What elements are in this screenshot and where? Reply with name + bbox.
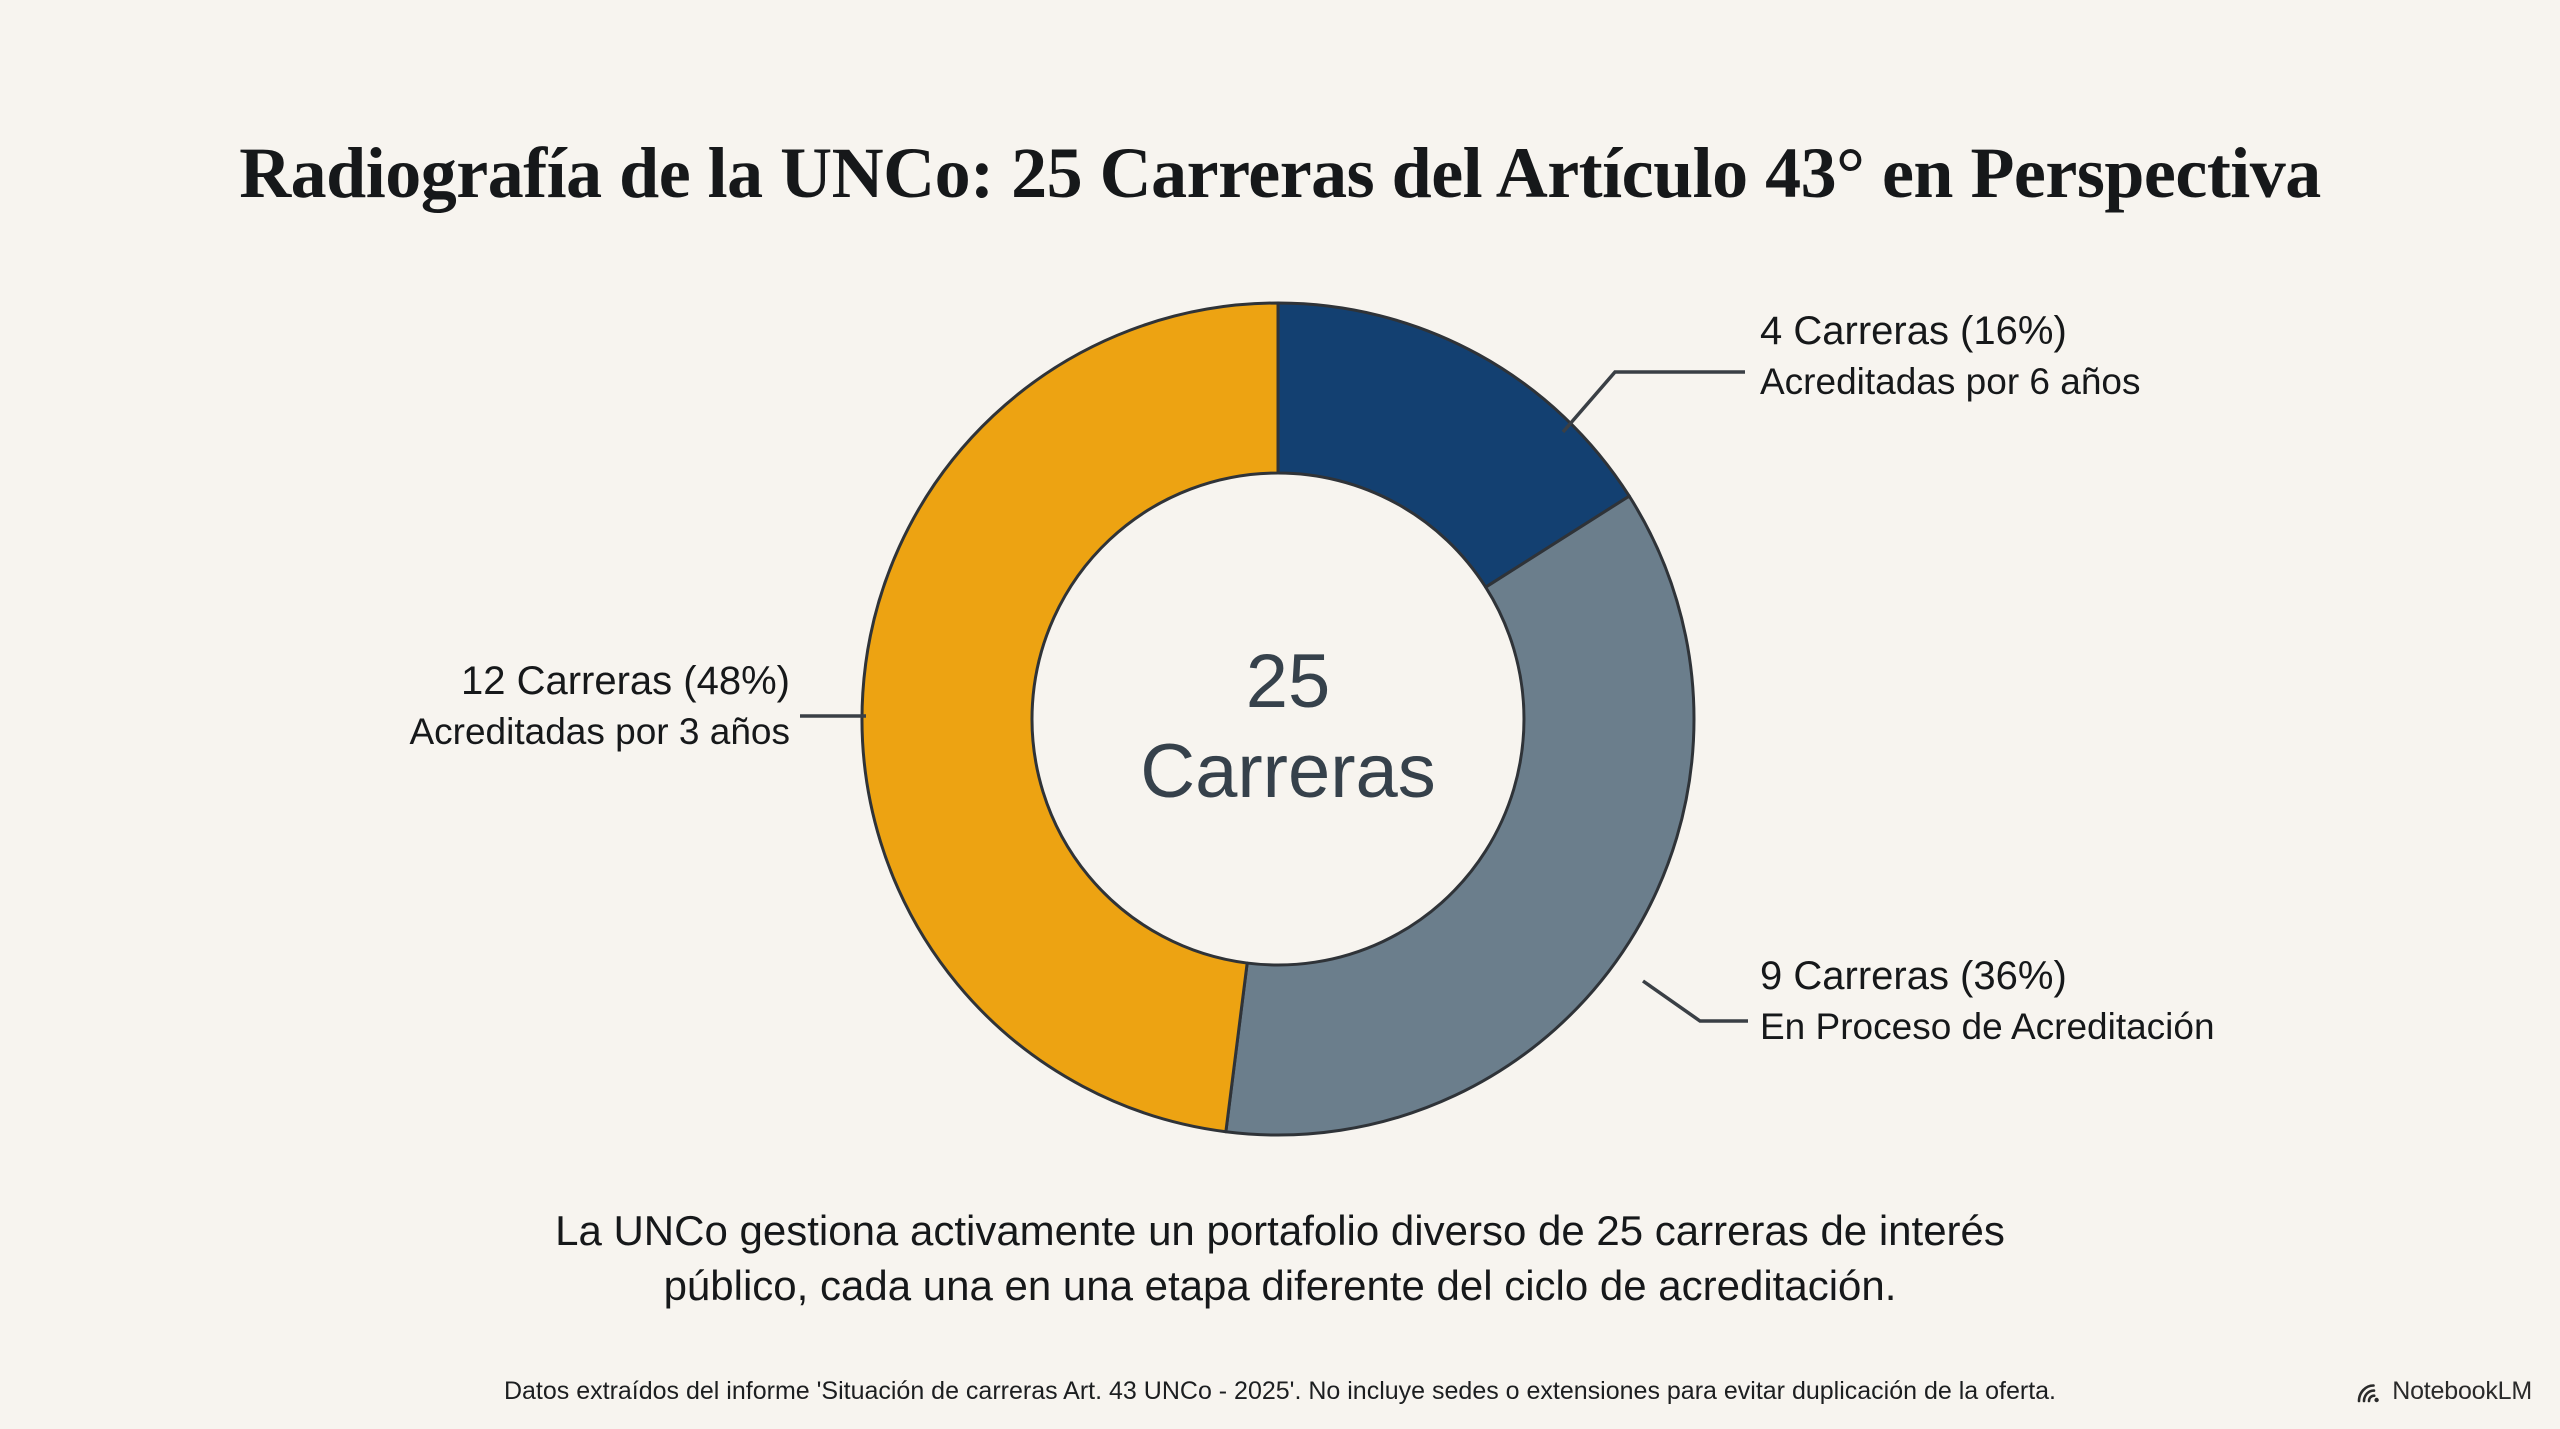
- callout-orange-sub: Acreditadas por 3 años: [409, 711, 790, 752]
- caption: La UNCo gestiona activamente un portafol…: [380, 1203, 2180, 1313]
- callout-orange-main: 12 Carreras (48%): [460, 659, 790, 703]
- page-title: Radiografía de la UNCo: 25 Carreras del …: [239, 133, 2321, 213]
- leader-line-blue: [1561, 370, 1745, 434]
- caption-line-2: público, cada una en una etapa diferente…: [663, 1262, 1897, 1309]
- donut-slice-acreditadas-6-anios[interactable]: [1276, 301, 1631, 589]
- callout-blue-main: 4 Carreras (16%): [1760, 309, 2067, 353]
- notebooklm-label: NotebookLM: [2392, 1377, 2532, 1405]
- callout-blue-sub: Acreditadas por 6 años: [1760, 361, 2141, 402]
- notebooklm-badge: NotebookLM: [2356, 1377, 2532, 1406]
- leader-line-gray: [1641, 979, 1748, 1023]
- donut-slice-en-proceso[interactable]: [1224, 494, 1696, 1137]
- callout-acreditadas-6-anios[interactable]: 4 Carreras (16%) Acreditadas por 6 años: [1760, 305, 2141, 407]
- center-total-number: 25: [1246, 639, 1331, 724]
- callout-en-proceso[interactable]: 9 Carreras (36%) En Proceso de Acreditac…: [1760, 950, 2215, 1052]
- donut-slice-acreditadas-3-anios[interactable]: [860, 301, 1280, 1134]
- footnote-source-note: Datos extraídos del informe 'Situación d…: [503, 1377, 2057, 1405]
- caption-line-1: La UNCo gestiona activamente un portafol…: [555, 1207, 2005, 1254]
- notebooklm-spiral-icon: [2356, 1380, 2383, 1404]
- callout-acreditadas-3-anios[interactable]: 12 Carreras (48%) Acreditadas por 3 años: [0, 655, 790, 757]
- center-total-word: Carreras: [1140, 729, 1436, 814]
- callout-gray-main: 9 Carreras (36%): [1760, 954, 2067, 998]
- callout-gray-sub: En Proceso de Acreditación: [1760, 1006, 2215, 1047]
